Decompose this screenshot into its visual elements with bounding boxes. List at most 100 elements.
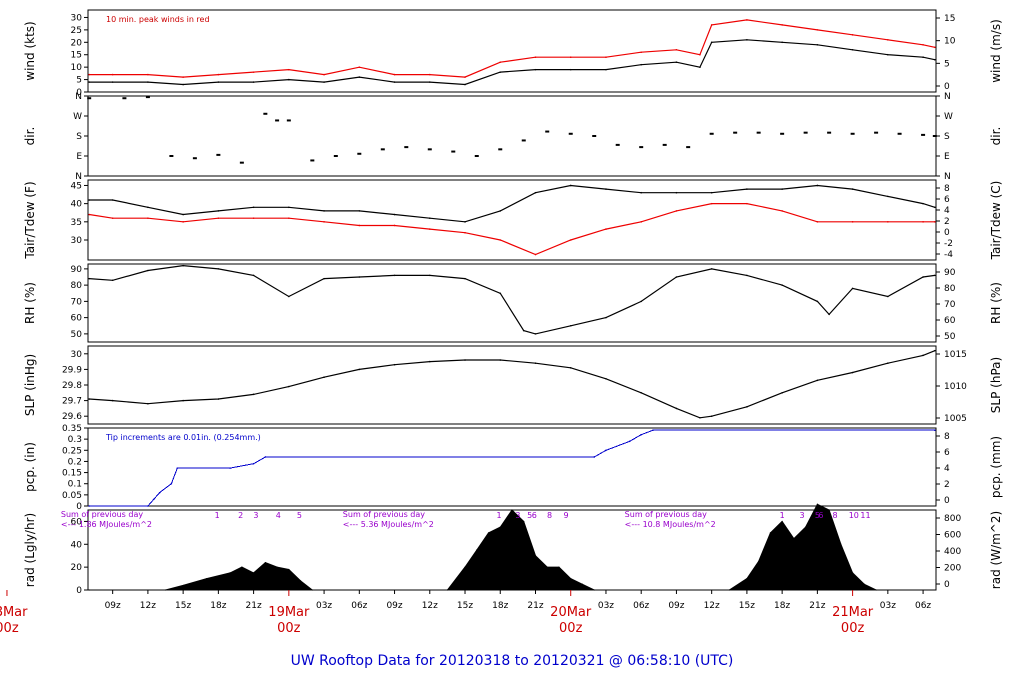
data-point-pcp bbox=[147, 505, 149, 507]
radiation-point bbox=[769, 532, 771, 534]
panel-frame bbox=[87, 427, 937, 507]
y-tick-label: 90 bbox=[71, 265, 83, 275]
y-axis-label: dir. bbox=[23, 127, 37, 146]
y-tick-label-right: 4 bbox=[944, 464, 950, 474]
y-tick-label: 40 bbox=[71, 200, 83, 210]
data-point-wind_peak bbox=[605, 56, 607, 59]
data-point-tdew bbox=[934, 221, 936, 223]
data-point-wind bbox=[393, 81, 396, 83]
time-tick-label: 03z bbox=[598, 601, 614, 611]
data-point-rh bbox=[358, 276, 361, 278]
data-point-wind bbox=[605, 68, 607, 71]
data-point-wind bbox=[816, 43, 819, 46]
radiation-point bbox=[288, 568, 290, 571]
panel-annotation: Tip increments are 0.01in. (0.254mm.) bbox=[105, 433, 261, 442]
data-point-pcp bbox=[640, 433, 642, 436]
data-point-wind_peak bbox=[640, 51, 642, 54]
radiation-point bbox=[499, 526, 501, 528]
y-tick-label-right: N bbox=[944, 92, 951, 102]
data-point-slp bbox=[640, 392, 642, 394]
data-point-slp bbox=[111, 399, 114, 402]
y-tick-label: 25 bbox=[71, 26, 82, 36]
data-point-wind bbox=[746, 39, 748, 41]
data-point-wind_peak bbox=[182, 76, 184, 78]
y-tick-label: 0.25 bbox=[62, 446, 82, 456]
data-point-tdew bbox=[288, 217, 290, 219]
data-point-slp bbox=[288, 385, 290, 388]
day-sub-label: 00z bbox=[0, 621, 19, 636]
y-tick-label-right: 0 bbox=[944, 580, 950, 590]
radiation-point bbox=[476, 549, 478, 551]
data-point-pcp bbox=[264, 456, 267, 458]
y-tick-label-right: 6 bbox=[944, 448, 950, 458]
y-tick-label: W bbox=[73, 112, 82, 122]
data-point-tair bbox=[323, 210, 325, 212]
radiation-point bbox=[852, 572, 854, 574]
radiation-sum-note: Sum of previous day bbox=[625, 510, 707, 519]
panel-slp: 29.6 29.7 29.8 29.9 30 1005 1010 1015 SLP (inHg)… bbox=[23, 345, 1003, 425]
y-tick-label: 20 bbox=[71, 38, 83, 48]
y-tick-label: 60 bbox=[71, 314, 83, 324]
data-point-rh bbox=[464, 277, 466, 280]
y-tick-label-right: N bbox=[944, 172, 951, 182]
y-tick-label: N bbox=[75, 92, 82, 102]
dir-point bbox=[451, 150, 456, 153]
panel-frame bbox=[87, 263, 937, 343]
day-sub-label: 00z bbox=[277, 621, 301, 636]
data-point-rh bbox=[934, 274, 936, 277]
data-point-wind bbox=[534, 68, 537, 71]
y-tick-label-right: 70 bbox=[944, 300, 956, 310]
y-tick-label-right: 5 bbox=[944, 59, 950, 69]
y-tick-label-right: S bbox=[944, 132, 950, 142]
dir-point bbox=[498, 148, 503, 151]
hour-mark: 5 bbox=[527, 511, 532, 520]
data-point-tair bbox=[358, 210, 361, 212]
data-point-tdew bbox=[147, 217, 149, 219]
data-point-rh bbox=[147, 269, 149, 272]
data-point-wind_peak bbox=[851, 34, 854, 36]
data-point-tdew bbox=[88, 213, 90, 216]
dir-point bbox=[639, 146, 644, 149]
time-tick-label: 12z bbox=[140, 601, 156, 611]
y-tick-label: 80 bbox=[71, 281, 83, 291]
data-point-wind bbox=[934, 58, 936, 61]
data-point-slp bbox=[464, 359, 466, 361]
data-point-rh bbox=[710, 268, 713, 270]
time-tick-label: 06z bbox=[633, 601, 649, 611]
data-point-tdew bbox=[816, 221, 819, 223]
y-tick-label: 30 bbox=[71, 13, 83, 23]
data-point-tdew bbox=[182, 221, 184, 223]
data-point-slp bbox=[499, 359, 502, 361]
dir-point bbox=[263, 112, 268, 115]
data-point-slp bbox=[428, 360, 431, 363]
data-point-wind_peak bbox=[288, 68, 290, 71]
data-point-wind_peak bbox=[323, 73, 325, 76]
data-point-rh bbox=[569, 324, 572, 327]
data-point-tair bbox=[781, 188, 783, 190]
y-tick-label: 40 bbox=[71, 540, 83, 550]
dir-point bbox=[545, 130, 550, 133]
data-point-tair bbox=[851, 188, 854, 190]
y-tick-label-right: -4 bbox=[944, 250, 953, 260]
y-tick-label: 29.6 bbox=[62, 412, 82, 422]
data-point-wind bbox=[499, 71, 502, 73]
y-tick-label: 10 bbox=[71, 63, 83, 73]
y-tick-label: 60 bbox=[71, 517, 83, 527]
data-point-tair bbox=[428, 217, 431, 219]
data-point-slp bbox=[922, 354, 924, 357]
radiation-point bbox=[570, 577, 572, 580]
data-point-wind bbox=[428, 81, 431, 83]
data-point-rh bbox=[828, 313, 830, 316]
y-tick-label-right: 2 bbox=[944, 480, 950, 490]
y-tick-label: 29.9 bbox=[62, 365, 82, 375]
data-point-wind_peak bbox=[816, 29, 819, 31]
data-point-rh bbox=[252, 274, 255, 277]
series-line-wind_peak bbox=[89, 19, 935, 78]
data-point-tair bbox=[464, 221, 466, 223]
panel-frame bbox=[87, 345, 937, 425]
hour-mark: 8 bbox=[547, 511, 552, 520]
data-point-wind bbox=[887, 53, 889, 56]
y-tick-label-right: 60 bbox=[944, 316, 956, 326]
dir-point bbox=[780, 132, 785, 135]
